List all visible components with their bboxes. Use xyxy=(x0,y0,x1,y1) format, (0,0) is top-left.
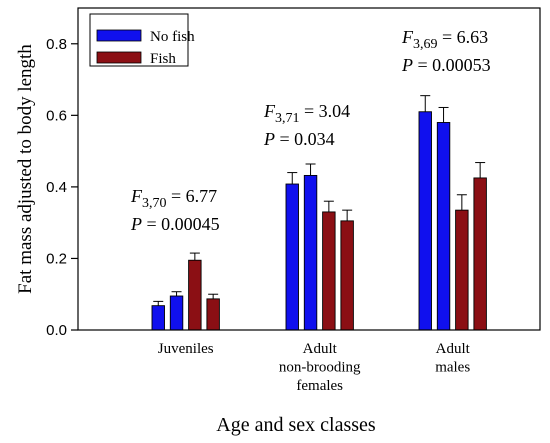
bar xyxy=(285,183,299,331)
x-axis-label: Age and sex classes xyxy=(216,414,376,436)
x-tick-label: females xyxy=(296,378,343,394)
y-axis: 0.0 0.2 0.4 0.6 0.8 xyxy=(46,36,78,339)
bar-group xyxy=(285,163,354,331)
y-tick-label: 0.2 xyxy=(46,250,67,267)
plot-frame xyxy=(77,7,541,331)
bar xyxy=(322,211,336,331)
bar xyxy=(418,111,432,331)
y-tick-label: 0.6 xyxy=(46,107,67,124)
x-tick-label: males xyxy=(435,360,470,376)
bar-group xyxy=(418,95,487,331)
bars-layer xyxy=(151,95,487,331)
bar xyxy=(473,177,487,331)
bar xyxy=(340,220,354,331)
bar xyxy=(151,305,165,331)
bar xyxy=(455,209,469,331)
bar xyxy=(436,122,451,331)
legend-swatch-fish xyxy=(96,51,142,64)
y-tick-label: 0.8 xyxy=(46,36,67,53)
bar xyxy=(188,259,202,331)
f-statistic: F3,70 = 6.77 xyxy=(130,186,217,211)
p-value: P = 0.00045 xyxy=(130,214,220,234)
legend: No fish Fish xyxy=(89,13,195,67)
x-tick-label: Adult xyxy=(436,341,471,357)
stat-annotations: F3,70 = 6.77 P = 0.00045 F3,71 = 3.04 P = 0… xyxy=(130,27,491,234)
x-tick-labels: Juveniles Adult non-brooding females Adult ma… xyxy=(158,341,471,394)
legend-swatch-no-fish xyxy=(96,29,142,42)
x-tick-label: Juveniles xyxy=(158,341,214,357)
y-axis-label: Fat mass adjusted to body length xyxy=(15,44,36,294)
p-value: P = 0.034 xyxy=(263,129,335,149)
legend-label-fish: Fish xyxy=(150,51,176,67)
bar xyxy=(206,298,220,331)
f-statistic: F3,71 = 3.04 xyxy=(263,101,350,126)
x-tick-label: Adult xyxy=(303,341,338,357)
f-statistic: F3,69 = 6.63 xyxy=(401,27,488,52)
x-tick-label: non-brooding xyxy=(279,360,361,376)
bar xyxy=(303,174,318,331)
legend-label-no-fish: No fish xyxy=(150,29,195,45)
bar xyxy=(169,295,184,331)
y-tick-label: 0.4 xyxy=(46,179,67,196)
y-tick-label: 0.0 xyxy=(46,322,67,339)
bar-group xyxy=(151,252,220,331)
p-value: P = 0.00053 xyxy=(401,55,491,75)
